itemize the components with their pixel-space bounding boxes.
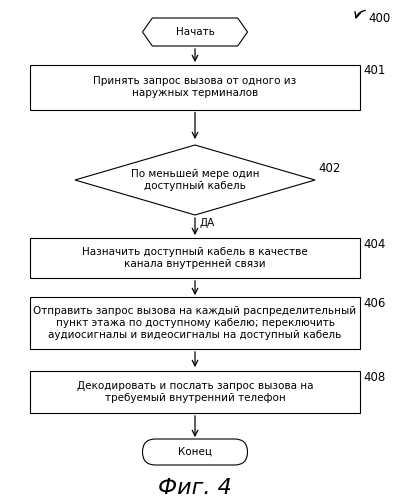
Bar [30, 297, 360, 349]
Text: 404: 404 [363, 238, 386, 251]
Text: 400: 400 [368, 12, 390, 25]
Text: 406: 406 [363, 297, 386, 310]
Text: Начать: Начать [176, 27, 215, 37]
Bar [30, 371, 360, 413]
Text: ДА: ДА [200, 218, 215, 228]
FancyBboxPatch shape [142, 439, 247, 465]
Bar [30, 238, 360, 278]
Text: По меньшей мере один
доступный кабель: По меньшей мере один доступный кабель [131, 169, 259, 191]
Text: Принять запрос вызова от одного из
наружных терминалов: Принять запрос вызова от одного из наруж… [93, 76, 297, 98]
Bar [30, 64, 360, 110]
Text: Декодировать и послать запрос вызова на
требуемый внутренний телефон: Декодировать и послать запрос вызова на … [77, 381, 313, 403]
Text: Отправить запрос вызова на каждый распределительный
пункт этажа по доступному ка: Отправить запрос вызова на каждый распре… [34, 306, 357, 340]
Polygon shape [75, 145, 315, 215]
Polygon shape [142, 18, 247, 46]
Text: Конец: Конец [178, 447, 212, 457]
Text: Фиг. 4: Фиг. 4 [158, 478, 232, 498]
Text: 401: 401 [363, 64, 386, 78]
Text: Назначить доступный кабель в качестве
канала внутренней связи: Назначить доступный кабель в качестве ка… [82, 247, 308, 269]
Text: 402: 402 [318, 162, 340, 175]
Text: 408: 408 [363, 371, 385, 384]
